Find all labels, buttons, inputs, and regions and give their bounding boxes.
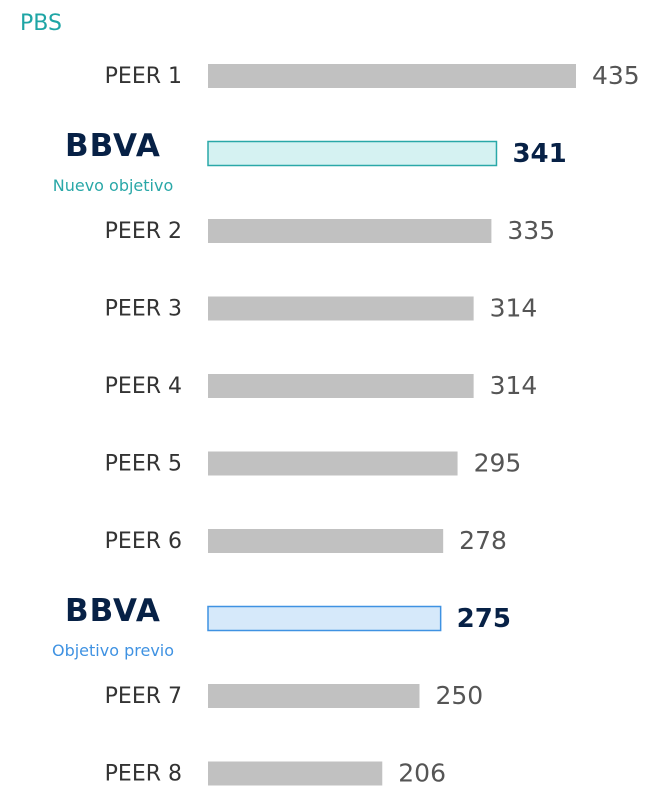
category-label: PEER 2	[105, 219, 182, 244]
brand-label: BBVA	[65, 128, 161, 164]
category-note: Objetivo previo	[52, 641, 174, 660]
bar	[208, 451, 458, 476]
value-label: 275	[457, 604, 511, 634]
category-note: Nuevo objetivo	[53, 176, 174, 195]
bar	[208, 374, 474, 398]
bar	[207, 605, 442, 632]
category-label: PEER 3	[105, 297, 182, 322]
bar	[208, 219, 492, 243]
category-label: PEER 6	[105, 529, 182, 554]
bar	[208, 684, 420, 708]
bar	[208, 296, 474, 321]
category-label: PEER 1	[105, 64, 182, 89]
value-label: 314	[490, 294, 538, 323]
value-label: 435	[592, 61, 640, 90]
category-label: PEER 5	[105, 452, 182, 477]
bar	[208, 64, 576, 88]
bar	[207, 140, 498, 167]
bar	[208, 761, 383, 786]
value-label: 341	[512, 139, 566, 169]
value-label: 278	[459, 526, 507, 555]
value-label: 314	[490, 371, 538, 400]
value-label: 250	[435, 681, 483, 710]
value-label: 335	[507, 216, 555, 245]
bar	[208, 529, 444, 553]
chart-title: PBS	[20, 11, 62, 36]
category-label: PEER 8	[105, 762, 182, 787]
value-label: 295	[474, 449, 522, 478]
category-label: PEER 7	[105, 684, 182, 709]
value-label: 206	[398, 759, 446, 788]
category-label: PEER 4	[105, 374, 182, 399]
brand-label: BBVA	[65, 593, 161, 629]
